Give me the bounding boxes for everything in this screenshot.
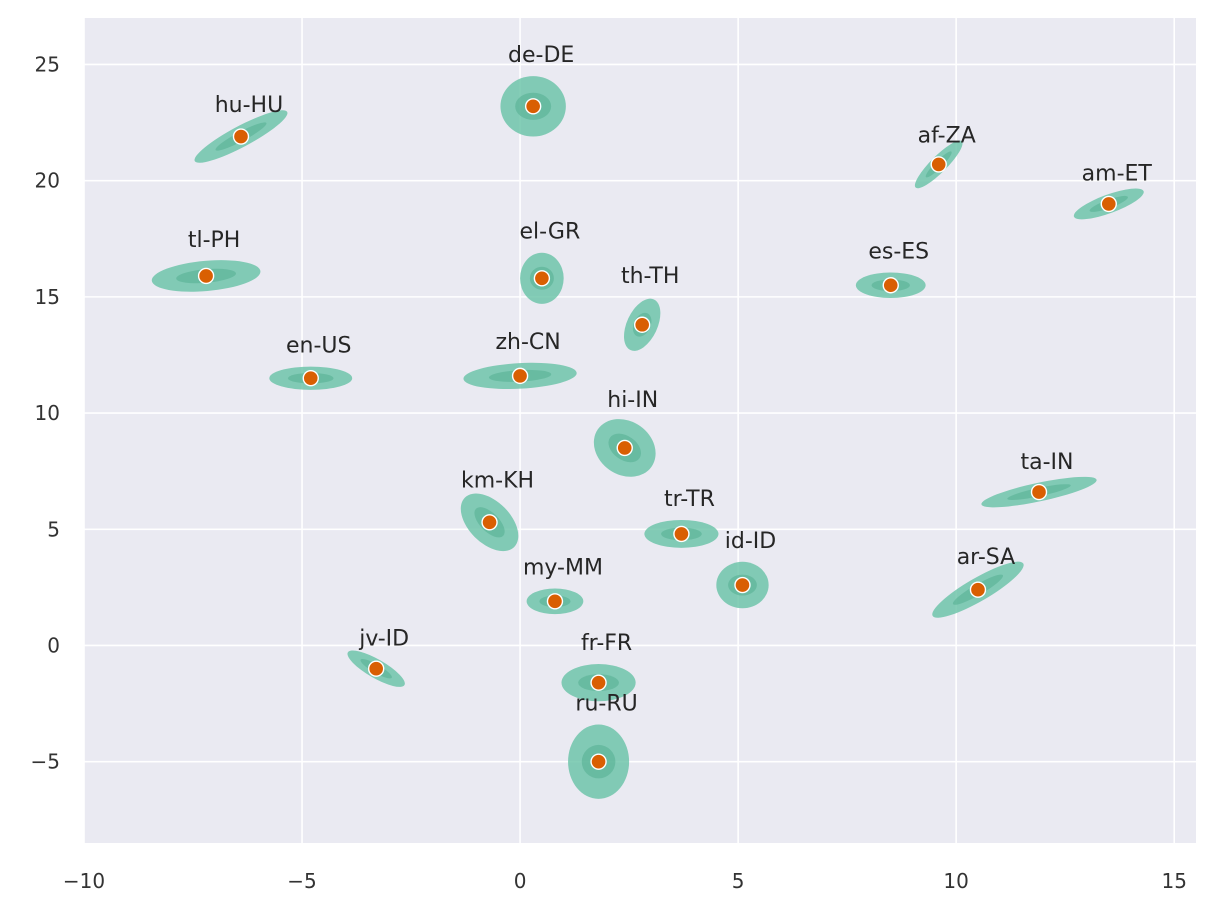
cluster-id-ID: id-ID	[716, 529, 776, 609]
cluster-center-point	[590, 753, 607, 770]
cluster-my-MM: my-MM	[523, 556, 603, 615]
x-tick-label: −5	[287, 869, 316, 893]
cluster-center-point	[197, 267, 215, 285]
cluster-label: am-ET	[1082, 162, 1153, 187]
cluster-hu-HU: hu-HU	[194, 93, 288, 163]
y-tick-label: 15	[35, 285, 60, 309]
cluster-center-point	[616, 439, 633, 457]
y-tick-label: 10	[35, 401, 60, 425]
x-axis-ticks: −10 −5 0 5 10 15	[63, 869, 1187, 893]
cluster-center-point	[367, 660, 385, 677]
cluster-label: ru-RU	[575, 691, 637, 716]
cluster-label: ta-IN	[1021, 450, 1074, 475]
cluster-center-point	[590, 674, 607, 691]
cluster-label: tr-TR	[664, 487, 715, 512]
cluster-ru-RU: ru-RU	[568, 691, 638, 799]
cluster-label: el-GR	[520, 220, 581, 245]
cluster-ta-IN: ta-IN	[981, 450, 1097, 508]
cluster-el-GR: el-GR	[520, 220, 581, 304]
cluster-es-ES: es-ES	[855, 239, 929, 299]
cluster-center-point	[232, 128, 250, 145]
cluster-center-point	[882, 277, 899, 294]
cluster-label: id-ID	[725, 529, 776, 554]
cluster-fr-FR: fr-FR	[561, 631, 636, 702]
x-tick-label: 0	[514, 869, 527, 893]
x-tick-label: 10	[943, 869, 968, 893]
cluster-af-ZA: af-ZA	[914, 123, 976, 189]
cluster-center-point	[673, 525, 690, 543]
cluster-label: fr-FR	[581, 631, 632, 656]
cluster-center-point	[302, 370, 319, 387]
y-tick-label: 25	[35, 52, 60, 76]
cluster-label: en-US	[286, 334, 351, 359]
cluster-km-KH: km-KH	[460, 468, 534, 552]
cluster-zh-CN: zh-CN	[463, 330, 577, 389]
cluster-en-US: en-US	[269, 334, 353, 390]
cluster-group: de-DE hu-HU af-ZA am-ET tl-PH el-GR es-ES th-TH…	[151, 43, 1153, 799]
y-tick-label: 5	[47, 517, 60, 541]
cluster-center-point	[969, 581, 987, 598]
cluster-label: km-KH	[461, 468, 534, 493]
cluster-label: hi-IN	[607, 388, 658, 413]
cluster-ar-SA: ar-SA	[932, 545, 1024, 618]
cluster-label: af-ZA	[918, 123, 976, 148]
cluster-label: es-ES	[868, 239, 929, 264]
cluster-center-point	[930, 156, 947, 173]
cluster-center-point	[481, 514, 498, 531]
cluster-center-point	[511, 367, 529, 385]
cluster-label: th-TH	[621, 264, 679, 289]
y-tick-label: 20	[35, 169, 60, 193]
y-tick-label: 0	[47, 633, 60, 657]
cluster-de-DE: de-DE	[500, 43, 574, 137]
y-axis-ticks: −5 0 5 10 15 20 25	[31, 52, 60, 773]
grid-lines	[83, 18, 1196, 843]
cluster-am-ET: am-ET	[1073, 162, 1153, 220]
cluster-center-point	[546, 593, 564, 610]
cluster-center-point	[1100, 195, 1117, 213]
cluster-jv-ID: jv-ID	[347, 626, 409, 687]
cluster-center-point	[633, 316, 651, 333]
cluster-center-point	[533, 270, 551, 287]
cluster-th-TH: th-TH	[621, 264, 679, 351]
cluster-label: de-DE	[508, 43, 574, 68]
x-tick-label: 15	[1161, 869, 1186, 893]
cluster-label: zh-CN	[495, 330, 560, 355]
x-tick-label: 5	[732, 869, 745, 893]
x-tick-label: −10	[63, 869, 105, 893]
y-tick-label: −5	[31, 750, 60, 774]
cluster-center-point	[734, 576, 751, 594]
cluster-tr-TR: tr-TR	[644, 487, 719, 548]
cluster-center-point	[1030, 483, 1048, 501]
cluster-label: my-MM	[523, 556, 603, 581]
cluster-tl-PH: tl-PH	[151, 228, 261, 292]
cluster-label: ar-SA	[957, 545, 1015, 570]
cluster-label: tl-PH	[188, 228, 241, 253]
cluster-label: jv-ID	[358, 626, 409, 651]
cluster-label: hu-HU	[215, 93, 283, 118]
cluster-hi-IN: hi-IN	[593, 388, 658, 477]
cluster-center-point	[524, 98, 542, 115]
